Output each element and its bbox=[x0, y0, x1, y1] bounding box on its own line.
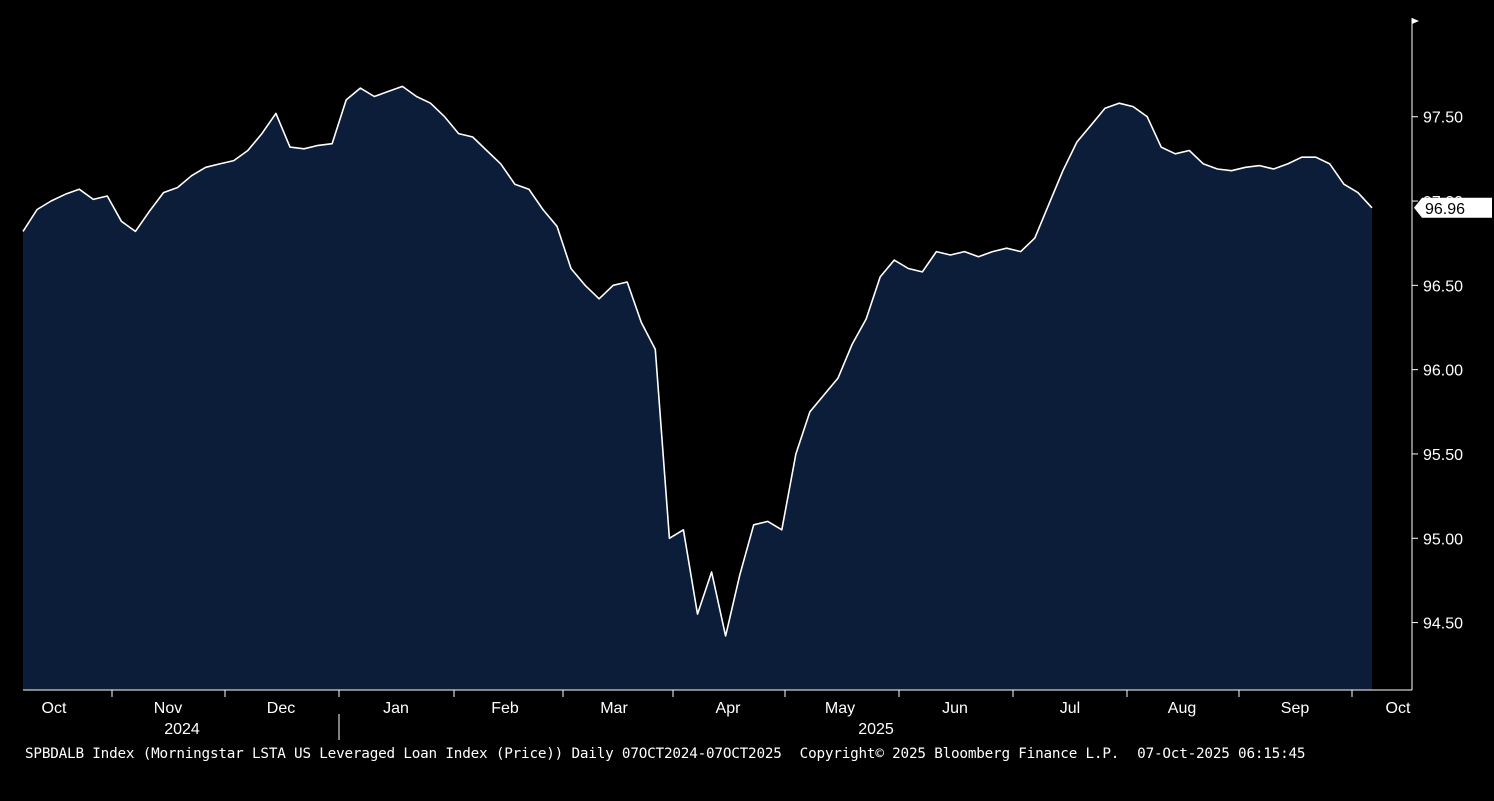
last-value-badge bbox=[1414, 197, 1492, 218]
footer-timestamp: 07-Oct-2025 06:15:45 bbox=[1137, 746, 1306, 762]
x-tick-label: Nov bbox=[154, 700, 182, 717]
x-tick-label: Sep bbox=[1281, 700, 1310, 717]
y-axis-arrow bbox=[1412, 18, 1419, 24]
footer-copyright: Copyright© 2025 Bloomberg Finance L.P. bbox=[799, 746, 1120, 762]
chart-footer: SPBDALB Index (Morningstar LSTA US Lever… bbox=[25, 746, 1485, 768]
year-label: 2024 bbox=[164, 721, 200, 738]
x-tick-label: May bbox=[825, 700, 855, 717]
x-tick-label: Mar bbox=[600, 700, 628, 717]
x-tick-label: Apr bbox=[716, 700, 742, 717]
x-tick-label: Jun bbox=[942, 700, 968, 717]
y-tick-label: 96.50 bbox=[1423, 278, 1463, 295]
last-value-label: 96.96 bbox=[1425, 201, 1465, 218]
x-tick-label: Dec bbox=[267, 700, 295, 717]
year-label: 2025 bbox=[858, 721, 894, 738]
y-tick-label: 94.50 bbox=[1423, 616, 1463, 633]
x-tick-label: Feb bbox=[491, 700, 519, 717]
x-tick-label: Jul bbox=[1060, 700, 1080, 717]
y-tick-label: 95.00 bbox=[1423, 531, 1463, 548]
series-area bbox=[23, 86, 1372, 690]
axes: 94.5095.0095.5096.0096.5097.0097.5096.96… bbox=[23, 18, 1492, 740]
series-line bbox=[22, 85, 1373, 637]
x-tick-label: Aug bbox=[1168, 700, 1196, 717]
x-tick-label: Jan bbox=[383, 700, 409, 717]
y-tick-label: 95.50 bbox=[1423, 447, 1463, 464]
x-tick-label: Oct bbox=[1386, 700, 1411, 717]
y-tick-label: 97.50 bbox=[1423, 110, 1463, 127]
plot-area bbox=[22, 85, 1373, 690]
footer-description: SPBDALB Index (Morningstar LSTA US Lever… bbox=[25, 746, 782, 762]
x-tick-label: Oct bbox=[42, 700, 67, 717]
y-tick-label: 96.00 bbox=[1423, 363, 1463, 380]
